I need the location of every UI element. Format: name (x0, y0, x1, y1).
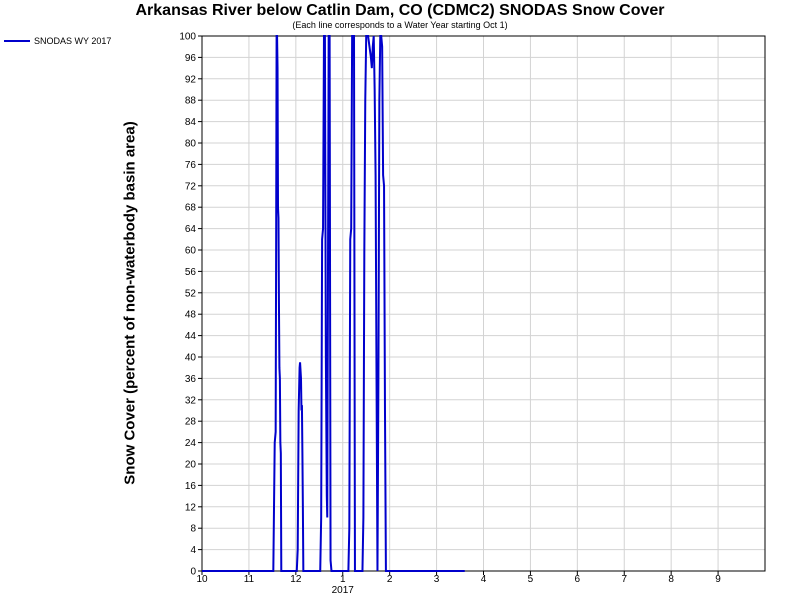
y-tick-label: 92 (185, 74, 197, 85)
y-tick-label: 76 (185, 160, 197, 171)
x-tick-label: 12 (290, 574, 302, 585)
y-tick-label: 44 (185, 331, 197, 342)
x-year-label: 2017 (332, 585, 355, 596)
chart-subtitle: (Each line corresponds to a Water Year s… (292, 20, 508, 30)
y-tick-label: 48 (185, 310, 197, 321)
y-tick-label: 72 (185, 181, 197, 192)
y-tick-label: 28 (185, 417, 197, 428)
y-tick-label: 24 (185, 438, 197, 449)
x-tick-label: 9 (715, 574, 721, 585)
y-tick-label: 32 (185, 395, 197, 406)
y-tick-label: 4 (190, 545, 196, 556)
x-tick-label: 7 (621, 574, 627, 585)
x-tick-label: 8 (668, 574, 674, 585)
series-line (202, 35, 465, 572)
x-tick-label: 2 (387, 574, 393, 585)
y-tick-label: 52 (185, 288, 197, 299)
legend: SNODAS WY 2017 (4, 36, 111, 46)
y-tick-label: 8 (190, 524, 196, 535)
y-tick-label: 12 (185, 502, 197, 513)
x-tick-label: 4 (481, 574, 487, 585)
plot-frame (201, 35, 766, 572)
y-tick-label: 84 (185, 117, 197, 128)
y-tick-label: 68 (185, 203, 197, 214)
y-tick-label: 60 (185, 246, 197, 257)
y-tick-label: 36 (185, 374, 197, 385)
y-tick-label: 64 (185, 224, 197, 235)
y-tick-label: 16 (185, 481, 197, 492)
y-tick-label: 100 (179, 32, 196, 43)
y-tick-label: 96 (185, 53, 197, 64)
x-tick-label: 11 (244, 574, 255, 585)
y-tick-label: 56 (185, 267, 197, 278)
x-tick-label: 3 (434, 574, 440, 585)
chart-title: Arkansas River below Catlin Dam, CO (CDM… (135, 2, 665, 19)
x-tick-label: 6 (575, 574, 581, 585)
x-tick-label: 1 (340, 574, 346, 585)
y-tick-label: 80 (185, 139, 197, 150)
x-tick-label: 10 (196, 574, 208, 585)
legend-label: SNODAS WY 2017 (34, 36, 112, 46)
y-tick-label: 88 (185, 96, 197, 107)
x-tick-label: 5 (528, 574, 534, 585)
y-tick-label: 20 (185, 460, 197, 471)
y-tick-label: 40 (185, 353, 197, 364)
y-tick-label: 0 (190, 567, 196, 578)
legend-swatch (4, 40, 30, 42)
